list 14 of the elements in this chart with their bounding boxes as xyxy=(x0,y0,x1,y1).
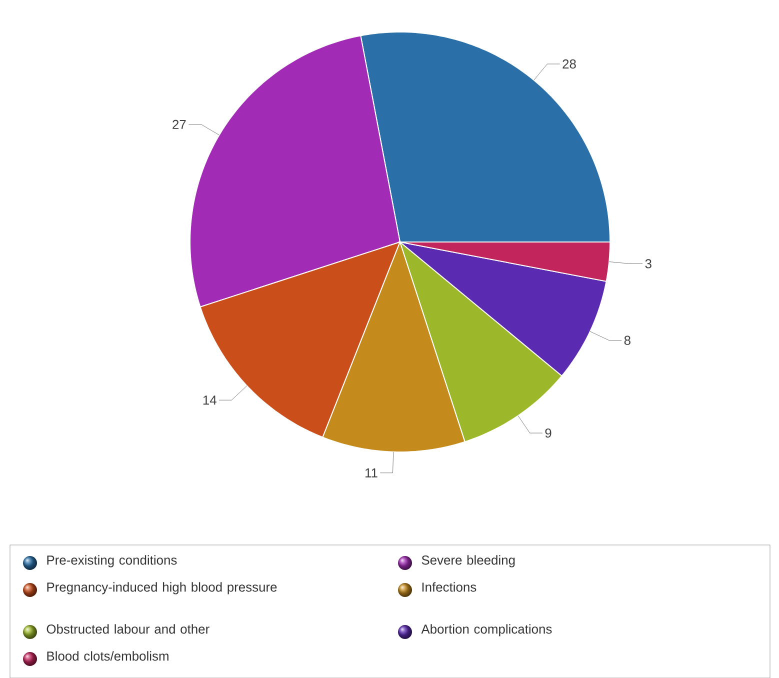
data-label: 3 xyxy=(645,259,652,268)
legend-label: Obstructed labour and other xyxy=(46,624,210,634)
legend-label: Pre-existing conditions xyxy=(47,555,177,568)
data-label: 11 xyxy=(365,468,378,478)
data-label: 27 xyxy=(172,120,186,129)
data-label: 8 xyxy=(624,336,630,345)
legend-label: Abortion complications xyxy=(421,624,552,636)
data-label: 9 xyxy=(545,428,552,438)
legend-label: Severe bleeding xyxy=(422,555,515,568)
data-label: 28 xyxy=(562,59,576,68)
legend-label: Blood clots/embolism xyxy=(47,651,168,661)
legend-label: Infections xyxy=(422,582,476,592)
data-label: 14 xyxy=(203,396,216,404)
legend-label: Pregnancy-induced high blood pressure xyxy=(47,582,277,594)
